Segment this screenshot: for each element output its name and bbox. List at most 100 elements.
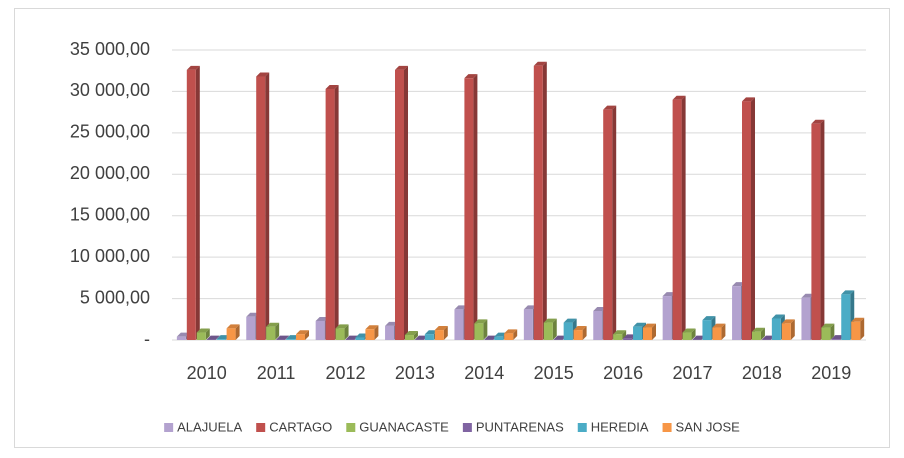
bar-side [760,327,765,340]
bar [623,338,633,340]
legend-label: CARTAGO [269,419,332,434]
bar-side [334,84,339,340]
bar-top [494,332,508,337]
bar [742,101,752,340]
bar-top [543,318,557,323]
bar-side [443,326,448,340]
bar-top [454,305,468,310]
bar-side [413,331,418,340]
bar [593,311,603,340]
bar-top [216,335,230,340]
bar-top [355,333,369,338]
bar [672,99,682,340]
bar-side [304,330,309,340]
bar [841,294,851,340]
bar-top [593,307,607,311]
bar-side [552,318,557,340]
bar [355,337,365,340]
bar [543,322,553,340]
bar-side [275,322,280,340]
bar-top [484,335,498,340]
bar-top [464,74,478,79]
bar [226,328,236,340]
bar [523,309,533,340]
bar-top [424,330,438,335]
bar-top [385,321,399,326]
bar [385,325,395,340]
bar-top [732,282,746,287]
bar-top [801,293,815,298]
x-tick-label: 2011 [257,363,296,383]
bar-top [176,332,190,337]
bar-side [265,72,270,340]
bar [682,332,692,340]
bar-top [266,322,280,327]
bar-side [205,328,210,340]
bar [712,327,722,340]
bar [295,334,305,340]
legend-swatch [662,423,672,432]
bar-top [702,316,716,321]
bar [186,69,196,340]
bar-top [841,290,855,295]
bar [365,329,375,340]
bar-top [623,334,637,339]
bar-side [681,95,686,340]
bar-top [682,328,696,333]
bar-top [642,323,656,328]
bar [216,339,226,340]
bar-side [473,74,478,341]
y-tick-label: 20 000,00 [70,163,150,183]
bar-top [742,97,756,102]
x-tick-label: 2016 [603,363,643,383]
bar-top [662,292,676,297]
bar [424,334,434,340]
y-tick-label: 25 000,00 [70,122,150,142]
legend-label: ALAJUELA [177,419,242,434]
bar-top [345,335,359,340]
bar [266,326,276,340]
bar-side [513,329,518,340]
x-tick-label: 2017 [672,363,712,383]
bar-top [315,316,329,321]
bar-top [434,326,448,331]
bar-top [851,317,865,322]
x-tick-label: 2019 [811,363,851,383]
bar-side [285,335,290,340]
bar-top [761,335,775,340]
legend-swatch [577,423,587,432]
x-tick-label: 2010 [187,363,227,383]
bar [851,321,861,340]
bar-side [860,317,865,340]
bar [176,336,186,340]
bar-top [335,324,349,329]
legend-label: PUNTARENAS [476,419,564,434]
bar [454,309,464,340]
bar-side [790,319,795,340]
bar-top [196,328,210,333]
bar-top [206,335,220,340]
bar-side [195,65,200,340]
bar-top [286,335,300,340]
x-tick-label: 2014 [464,363,504,383]
legend-label: GUANACASTE [359,419,449,434]
y-tick-label: 30 000,00 [70,80,150,100]
bar-top [186,65,200,70]
bar-side [344,324,349,340]
bar-side [721,323,726,340]
bar [702,320,712,340]
bar [642,327,652,340]
bar-side [820,119,825,340]
x-tick-label: 2015 [534,363,574,383]
bar [781,323,791,340]
y-tick-label: - [144,329,150,349]
x-tick-label: 2012 [325,363,365,383]
bar-top [603,105,617,110]
bar [504,333,514,340]
bar-side [751,97,756,340]
bar-side [582,326,587,340]
bar [801,297,811,340]
bar [474,323,484,340]
bar-top [712,323,726,328]
